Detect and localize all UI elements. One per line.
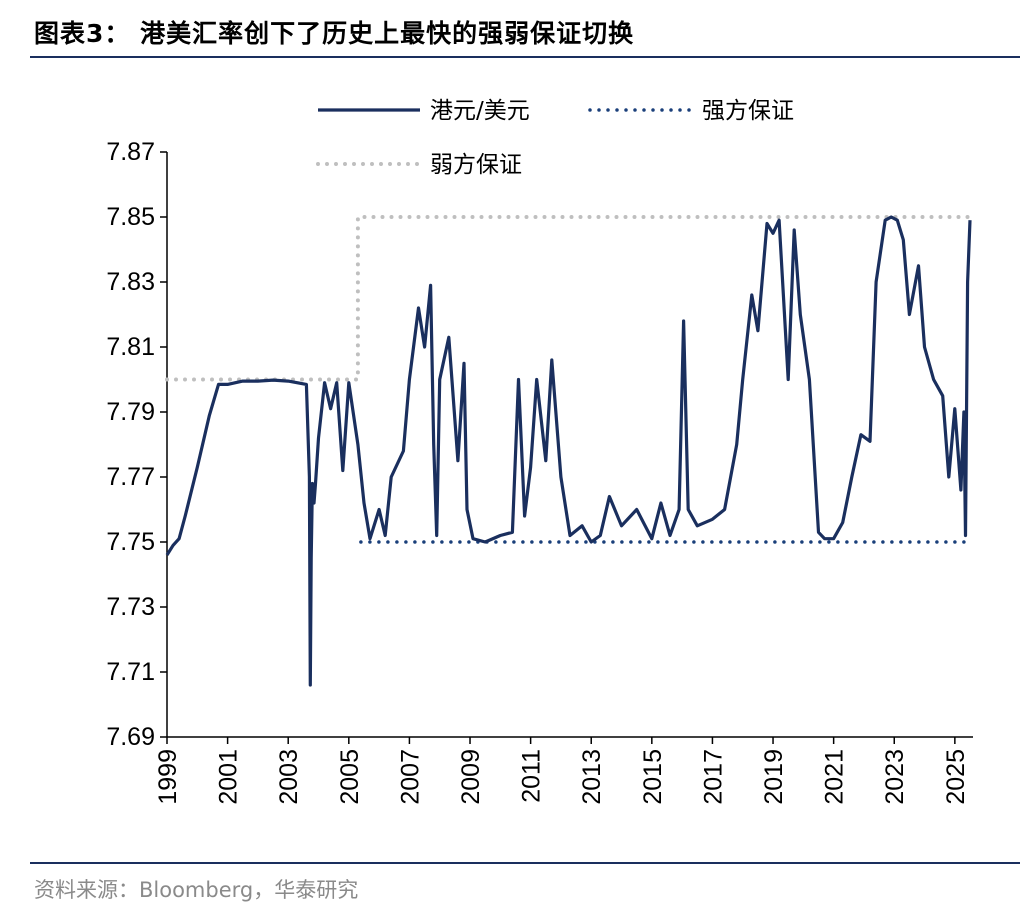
x-tick-label: 2019 (760, 749, 788, 805)
y-tick-label: 7.75 (106, 528, 155, 556)
plot-area (165, 215, 972, 687)
y-tick-label: 7.85 (106, 203, 155, 231)
y-tick-label: 7.73 (106, 593, 155, 621)
y-tick-label: 7.69 (106, 723, 155, 751)
series-line-hkd-usd (165, 215, 972, 687)
source-note: 资料来源：Bloomberg，华泰研究 (34, 878, 359, 902)
legend-label: 港元/美元 (430, 98, 530, 124)
x-tick-label: 1999 (154, 749, 182, 805)
legend-label: 强方保证 (702, 98, 794, 124)
top-rule (30, 56, 1020, 58)
x-tick-label: 2003 (275, 749, 303, 805)
legend-label: 弱方保证 (430, 152, 522, 178)
y-tick-label: 7.77 (106, 463, 155, 491)
x-tick-label: 2011 (518, 749, 546, 803)
y-tick-label: 7.79 (106, 398, 155, 426)
x-axis: 1999 2001 2003 2005 2007 2009 2011 2013 2015 2017… (154, 736, 973, 805)
bottom-rule (30, 862, 1020, 864)
x-tick-label: 2007 (396, 749, 424, 805)
x-tick-label: 2015 (639, 749, 667, 805)
y-tick-label: 7.71 (106, 658, 155, 686)
x-tick-label: 2023 (881, 749, 909, 805)
x-tick-label: 2013 (578, 749, 606, 805)
y-tick-label: 7.83 (106, 268, 155, 296)
series-line-weak-side (165, 215, 972, 382)
x-tick-label: 2021 (821, 749, 849, 805)
y-tick-label: 7.81 (106, 333, 155, 361)
figure-title: 图表3： 港美汇率创下了历史上最快的强弱保证切换 (34, 19, 635, 48)
x-tick-label: 2025 (942, 749, 970, 805)
x-tick-label: 2017 (699, 749, 727, 805)
x-tick-label: 2005 (336, 749, 364, 805)
y-tick-label: 7.87 (106, 138, 155, 166)
x-tick-label: 2009 (457, 749, 485, 805)
x-tick-label: 2001 (215, 749, 243, 805)
y-axis: 7.87 7.85 7.83 7.81 7.79 7.77 7.75 7.73 7.71 7.69 (106, 138, 168, 751)
